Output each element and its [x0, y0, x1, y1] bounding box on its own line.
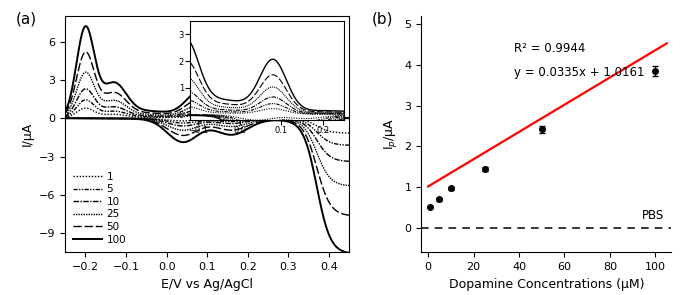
Y-axis label: I/μA: I/μA: [21, 122, 34, 146]
Text: PBS: PBS: [643, 209, 664, 222]
X-axis label: Dopamine Concentrations (μM): Dopamine Concentrations (μM): [449, 278, 644, 291]
Text: (a): (a): [15, 12, 36, 27]
Y-axis label: I$_p$/μA: I$_p$/μA: [382, 118, 399, 150]
Text: y = 0.0335x + 1.0161: y = 0.0335x + 1.0161: [514, 66, 645, 79]
Text: R² = 0.9944: R² = 0.9944: [514, 42, 585, 55]
X-axis label: E/V vs Ag/AgCl: E/V vs Ag/AgCl: [161, 278, 253, 291]
Text: (b): (b): [371, 12, 393, 27]
Legend: 1, 5, 10, 25, 50, 100: 1, 5, 10, 25, 50, 100: [73, 172, 126, 245]
